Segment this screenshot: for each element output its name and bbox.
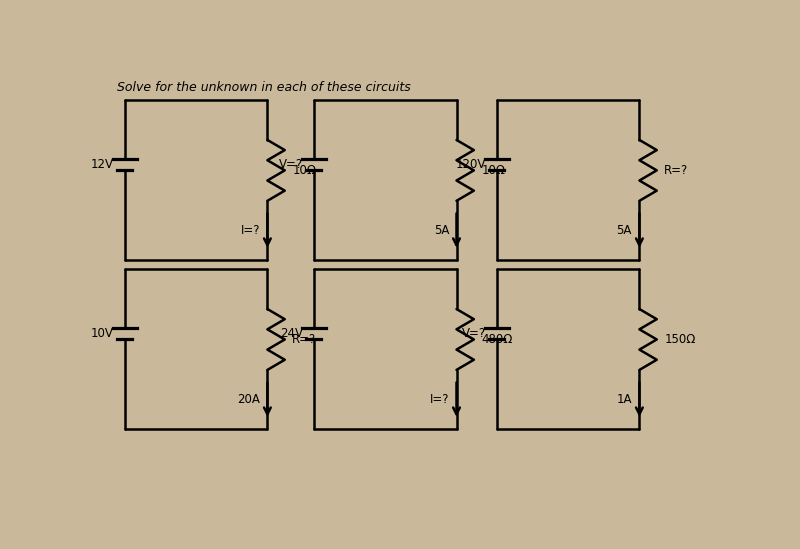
Text: 10V: 10V	[90, 327, 114, 340]
Text: R=?: R=?	[664, 164, 689, 177]
Text: I=?: I=?	[430, 393, 449, 406]
Text: 1A: 1A	[617, 393, 632, 406]
Text: 120V: 120V	[455, 158, 486, 171]
Text: 150Ω: 150Ω	[664, 333, 695, 346]
Text: Solve for the unknown in each of these circuits: Solve for the unknown in each of these c…	[117, 81, 410, 94]
Text: 20A: 20A	[237, 393, 260, 406]
Text: 10Ω: 10Ω	[482, 164, 506, 177]
Text: V=?: V=?	[278, 158, 302, 171]
Text: 5A: 5A	[434, 224, 449, 237]
Text: 24V: 24V	[280, 327, 302, 340]
Text: I=?: I=?	[241, 224, 260, 237]
Text: R=?: R=?	[292, 333, 317, 346]
Text: 5A: 5A	[617, 224, 632, 237]
Text: V=?: V=?	[462, 327, 486, 340]
Text: 480Ω: 480Ω	[482, 333, 513, 346]
Text: 12V: 12V	[90, 158, 114, 171]
Text: 10Ω: 10Ω	[292, 164, 316, 177]
